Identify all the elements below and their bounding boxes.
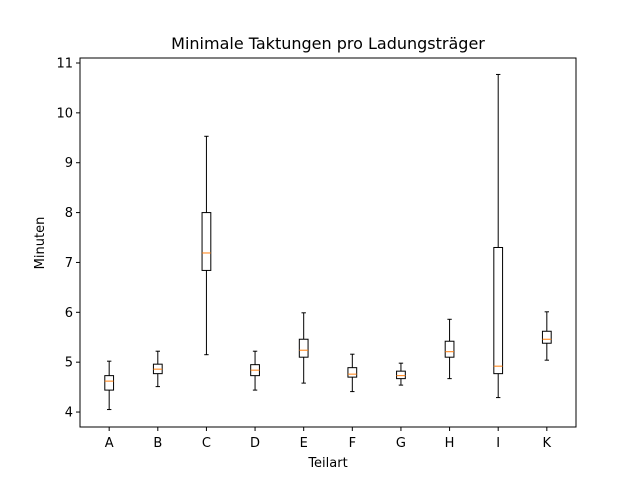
box-G bbox=[396, 362, 406, 386]
plot-frame bbox=[79, 57, 577, 428]
box-I bbox=[493, 73, 504, 399]
y-tick-label: 5 bbox=[65, 356, 73, 371]
box-A bbox=[104, 360, 115, 411]
y-axis: 4 5 6 7 8 9 10 11 bbox=[56, 56, 80, 421]
y-tick-label: 7 bbox=[65, 256, 73, 271]
y-tick-label: 6 bbox=[65, 306, 73, 321]
x-tick-label: H bbox=[445, 436, 455, 451]
iqr-box bbox=[444, 340, 455, 358]
x-tick-label: C bbox=[202, 436, 211, 451]
y-axis-label: Minuten bbox=[33, 217, 48, 270]
box-B bbox=[152, 350, 163, 388]
iqr-box bbox=[347, 367, 358, 378]
box-C bbox=[201, 135, 212, 356]
y-tick-label: 11 bbox=[56, 56, 73, 71]
iqr-box bbox=[104, 375, 115, 391]
x-tick-label: K bbox=[543, 436, 552, 451]
box-F bbox=[347, 353, 358, 393]
boxes-group bbox=[104, 73, 552, 411]
x-tick-label: D bbox=[250, 436, 260, 451]
chart-title: Minimale Taktungen pro Ladungsträger bbox=[171, 34, 485, 53]
iqr-box bbox=[493, 246, 504, 375]
iqr-box bbox=[541, 330, 552, 344]
x-axis-label: Teilart bbox=[307, 456, 347, 471]
x-tick-label: B bbox=[153, 436, 162, 451]
x-tick-label: F bbox=[349, 436, 356, 451]
y-tick-label: 10 bbox=[56, 106, 73, 121]
x-tick-label: A bbox=[105, 436, 114, 451]
y-tick-label: 4 bbox=[65, 406, 73, 421]
iqr-box bbox=[298, 338, 309, 358]
y-tick-label: 9 bbox=[65, 156, 73, 171]
iqr-box bbox=[396, 370, 406, 380]
x-tick-label: E bbox=[300, 436, 308, 451]
y-tick-label: 8 bbox=[65, 206, 73, 221]
x-tick-label: I bbox=[496, 436, 500, 451]
box-D bbox=[250, 350, 260, 391]
x-tick-label: G bbox=[396, 436, 406, 451]
iqr-box bbox=[201, 212, 212, 271]
box-K bbox=[541, 311, 552, 361]
box-H bbox=[444, 318, 455, 380]
box-E bbox=[298, 312, 309, 384]
